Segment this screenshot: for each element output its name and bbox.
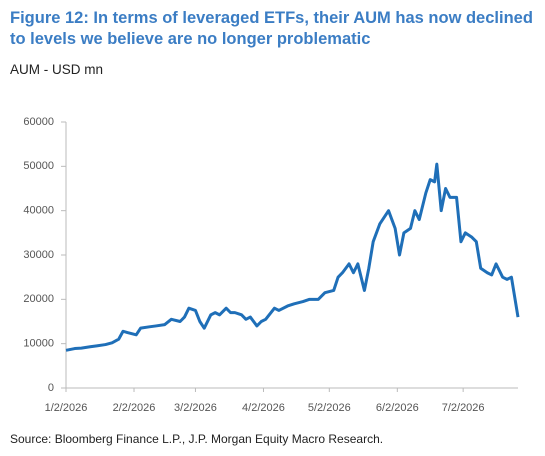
x-tick-label: 1/2/2026 — [45, 402, 88, 414]
y-tick-label: 10000 — [23, 338, 54, 350]
x-tick-label: 6/2/2026 — [376, 402, 419, 414]
y-tick-label: 50000 — [23, 160, 54, 172]
y-tick-label: 60000 — [23, 116, 54, 128]
y-tick-label: 20000 — [23, 293, 54, 305]
y-tick-label: 30000 — [23, 249, 54, 261]
x-tick-label: 7/2/2026 — [442, 402, 485, 414]
x-tick-label: 5/2/2026 — [308, 402, 351, 414]
chart-subtitle: AUM - USD mn — [10, 62, 104, 77]
x-tick-label: 4/2/2026 — [242, 402, 285, 414]
y-tick-label: 0 — [48, 382, 54, 394]
y-tick-label: 40000 — [23, 205, 54, 217]
data-line — [65, 162, 520, 352]
x-tick-label: 2/2/2026 — [113, 402, 156, 414]
chart-title: Figure 12: In terms of leveraged ETFs, t… — [10, 9, 533, 48]
source-note: Source: Bloomberg Finance L.P., J.P. Mor… — [10, 432, 384, 446]
x-tick-label: 3/2/2026 — [174, 402, 217, 414]
